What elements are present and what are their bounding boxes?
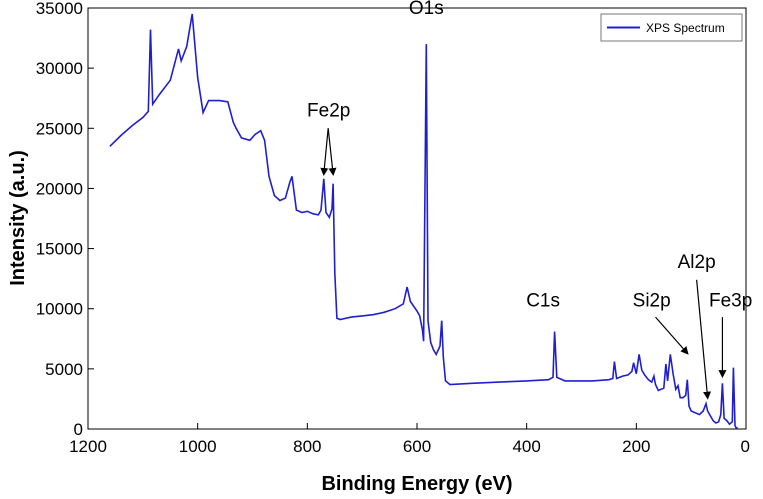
y-tick-label: 0 xyxy=(74,420,83,439)
y-tick-label: 5000 xyxy=(45,360,83,379)
legend-label: XPS Spectrum xyxy=(646,21,725,35)
annotation-o1s: O1s xyxy=(409,0,444,19)
plot-frame xyxy=(87,7,747,430)
annotation-arrow-fe2p xyxy=(320,128,329,176)
y-tick-label: 35000 xyxy=(36,0,83,18)
annotation-arrow-fe2p xyxy=(327,128,337,176)
y-axis-title: Intensity (a.u.) xyxy=(7,150,29,286)
x-tick-label: 0 xyxy=(741,437,750,456)
y-tick-label: 30000 xyxy=(36,59,83,78)
x-tick-label: 800 xyxy=(293,437,321,456)
x-axis: 1200 1000 800 600 400 200 0 xyxy=(69,423,750,456)
y-tick-label: 20000 xyxy=(36,179,83,198)
y-tick-label: 15000 xyxy=(36,240,83,259)
annotation-arrow-si2p xyxy=(655,316,689,355)
annotation-al2p: Al2p xyxy=(678,252,716,273)
x-tick-label: 1200 xyxy=(69,437,107,456)
legend: XPS Spectrum xyxy=(600,13,743,42)
annotation-fe2p: Fe2p xyxy=(307,100,350,121)
y-tick-label: 10000 xyxy=(36,300,83,319)
x-tick-label: 400 xyxy=(512,437,540,456)
xps-spectrum-line xyxy=(109,13,739,430)
annotation-arrow-al2p xyxy=(696,279,712,400)
annotation-c1s: C1s xyxy=(526,290,560,311)
x-axis-title: Binding Energy (eV) xyxy=(321,473,512,495)
x-tick-label: 200 xyxy=(622,437,650,456)
y-tick-label: 25000 xyxy=(36,119,83,138)
x-tick-label: 1000 xyxy=(179,437,217,456)
annotation-si2p: Si2p xyxy=(633,290,671,311)
y-axis: 0 5000 10000 15000 20000 25000 30000 35000 xyxy=(36,0,94,439)
x-tick-label: 600 xyxy=(403,437,431,456)
peak-annotations: O1s Fe2p C1s Si2p Al2p Fe3p xyxy=(307,0,752,400)
annotation-fe3p: Fe3p xyxy=(709,290,752,311)
